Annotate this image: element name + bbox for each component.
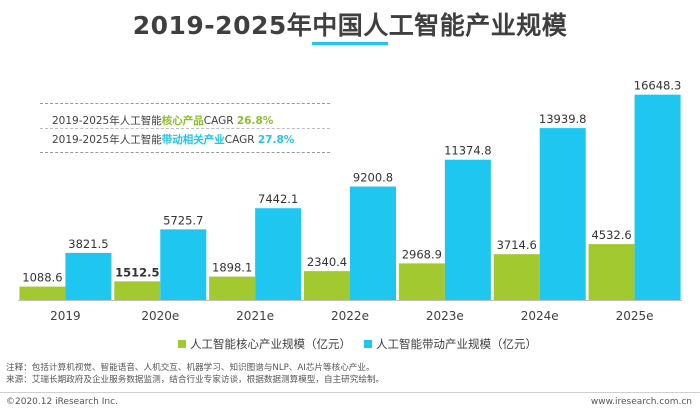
legend-label-core: 人工智能核心产业规模（亿元） (190, 337, 351, 351)
cagr-core-prefix: 2019-2025年人工智能 (52, 115, 162, 127)
bar-chart: 1088.6 3821.5 2019 1512.5 5725.7 2020e 1898.1 7… (18, 79, 682, 323)
bar-core-2020e (114, 281, 161, 300)
chart-legend: 人工智能核心产业规模（亿元） 人工智能带动产业规模（亿元） (0, 336, 700, 352)
footer-divider (0, 392, 700, 393)
title-underline (312, 42, 388, 45)
x-tick-label-2021e: 2021e (236, 309, 274, 323)
cagr-divider (40, 128, 330, 129)
x-tick-label-2022e: 2022e (331, 309, 369, 323)
bar-driven-2022e (350, 186, 396, 300)
bar-core-2019 (19, 286, 66, 300)
data-label-driven-2022e: 9200.8 (353, 171, 393, 185)
cagr-driven-line: 2019-2025年人工智能带动相关产业CAGR 27.8% (52, 132, 294, 147)
data-label-core-2021e: 1898.1 (212, 261, 252, 275)
notes: 注释：包括计算机视觉、智能语音、人机交互、机器学习、知识图谱与NLP、AI芯片等… (6, 362, 384, 386)
chart-title: 2019-2025年中国人工智能产业规模 (132, 11, 568, 40)
cagr-core-line: 2019-2025年人工智能核心产品CAGR 26.8% (52, 113, 273, 128)
x-tick-label-2024e: 2024e (521, 309, 559, 323)
footer-site-link[interactable]: www.iresearch.com.cn (590, 397, 692, 407)
bar-core-2024e (493, 254, 540, 300)
data-label-driven-2025e: 16648.3 (634, 79, 682, 93)
footer-copyright: ©2020.12 iResearch Inc. (6, 397, 118, 407)
cagr-driven-rate: 27.8% (257, 134, 295, 146)
source-text: 来源：艾瑞长期政府及企业服务数据监测，结合行业专家访谈，根据数据测算模型，自主研… (6, 375, 385, 385)
bar-driven-2025e (634, 94, 681, 301)
bar-core-2021e (209, 276, 256, 300)
data-label-driven-2020e: 5725.7 (163, 213, 203, 227)
cagr-driven-prefix: 2019-2025年人工智能 (52, 134, 162, 146)
x-tick-label-2023e: 2023e (426, 309, 464, 323)
bar-driven-2021e (255, 208, 302, 300)
data-label-core-2024e: 3714.6 (497, 238, 537, 252)
legend-swatch-core (178, 340, 186, 348)
bar-driven-2020e (160, 229, 207, 300)
data-label-core-2023e: 2968.9 (402, 247, 442, 261)
data-label-core-2025e: 4532.6 (591, 228, 631, 242)
data-label-core-2019: 1088.6 (22, 271, 62, 285)
legend-item-driven: 人工智能带动产业规模（亿元） (364, 336, 537, 352)
bar-driven-2023e (444, 159, 491, 300)
legend-item-core: 人工智能核心产业规模（亿元） (178, 336, 351, 352)
data-label-driven-2023e: 11374.8 (444, 144, 492, 158)
data-label-driven-2019: 3821.5 (68, 237, 108, 251)
bar-driven-2019 (65, 252, 112, 300)
cagr-core-rate: 26.8% (236, 115, 274, 127)
data-label-driven-2021e: 7442.1 (258, 192, 298, 206)
note-text: 注释：包括计算机视觉、智能语音、人机交互、机器学习、知识图谱与NLP、AI芯片等… (6, 363, 375, 373)
bar-core-2023e (398, 263, 445, 300)
data-label-core-2020e: 1512.5 (115, 265, 159, 279)
x-tick-label-2020e: 2020e (141, 309, 179, 323)
data-label-core-2022e: 2340.4 (307, 255, 347, 269)
cagr-driven-highlight: 带动相关产业 (161, 134, 225, 146)
data-label-driven-2024e: 13939.8 (539, 112, 587, 126)
x-tick-label-2025e: 2025e (616, 309, 654, 323)
bar-core-2025e (588, 244, 635, 300)
legend-label-driven: 人工智能带动产业规模（亿元） (376, 337, 537, 351)
cagr-box: 2019-2025年人工智能核心产品CAGR 26.8% 2019-2025年人… (40, 103, 330, 153)
bar-core-2022e (304, 271, 350, 300)
cagr-core-highlight: 核心产品 (161, 115, 204, 127)
cagr-driven-suffix: CAGR (224, 134, 258, 146)
legend-swatch-driven (364, 340, 372, 348)
cagr-core-suffix: CAGR (203, 115, 237, 127)
x-tick-label-2019: 2019 (50, 309, 81, 323)
bar-driven-2024e (539, 128, 586, 300)
